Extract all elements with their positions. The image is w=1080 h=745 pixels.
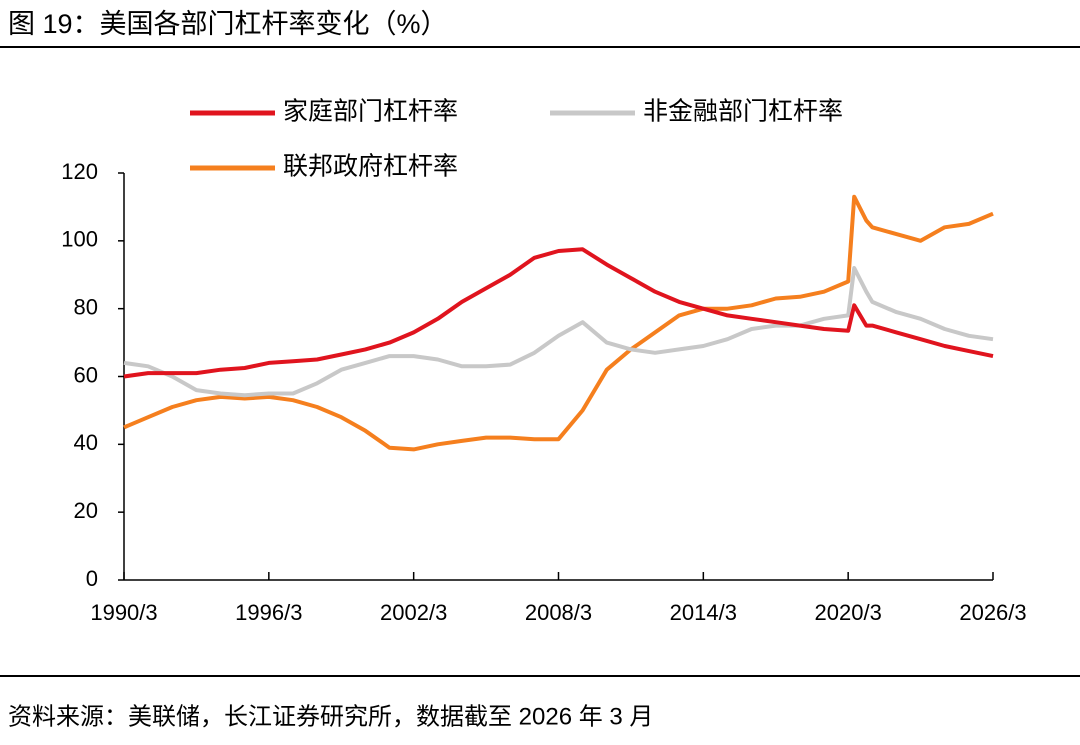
y-tick-label: 20 (74, 498, 98, 523)
x-tick-label: 2008/3 (525, 600, 592, 625)
x-tick-label: 1990/3 (90, 600, 157, 625)
legend-label: 非金融部门杠杆率 (643, 98, 843, 126)
y-tick-label: 60 (74, 362, 98, 387)
x-tick-label: 2020/3 (815, 600, 882, 625)
x-tick-label: 2014/3 (670, 600, 737, 625)
y-tick-label: 0 (86, 566, 98, 591)
y-tick-label: 80 (74, 294, 98, 319)
chart-title: 图 19：美国各部门杠杆率变化（%） (8, 9, 448, 39)
series-line (123, 266, 994, 398)
legend-label: 联邦政府杠杆率 (283, 153, 458, 181)
source-note: 资料来源：美联储，长江证券研究所，数据截至 2026 年 3 月 (8, 703, 653, 730)
legend-label: 家庭部门杠杆率 (283, 98, 458, 126)
x-tick-label: 2026/3 (959, 600, 1026, 625)
x-tick-label: 1996/3 (235, 600, 302, 625)
y-tick-label: 40 (74, 430, 98, 455)
series-line (123, 247, 994, 379)
x-tick-label: 2002/3 (380, 600, 447, 625)
y-tick-label: 100 (61, 227, 98, 252)
series-line (123, 194, 994, 452)
y-tick-label: 120 (61, 159, 98, 184)
